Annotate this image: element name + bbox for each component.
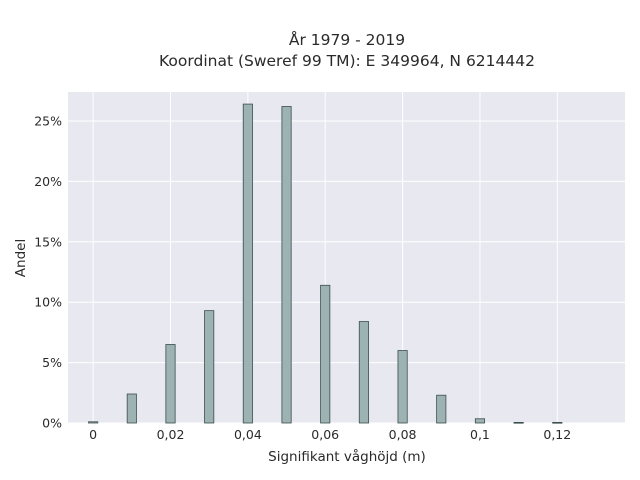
histogram-bar [397, 350, 408, 424]
histogram-bar [436, 394, 447, 424]
x-tick-label: 0,02 [157, 427, 185, 442]
x-ticks: 0 0,02 0,04 0,06 0,08 0,1 0,12 [89, 427, 571, 442]
y-tick-label: 10% [34, 295, 62, 310]
y-tick-label: 20% [34, 174, 62, 189]
x-tick-label: 0,04 [234, 427, 262, 442]
x-tick-label: 0,06 [311, 427, 339, 442]
y-tick-label: 25% [34, 113, 62, 128]
histogram-bar [126, 393, 137, 424]
histogram-bar [474, 418, 485, 424]
histogram-bar [320, 284, 331, 424]
chart-title: År 1979 - 2019 [289, 30, 405, 49]
histogram-bar [281, 106, 292, 424]
grid-lines [68, 92, 625, 424]
histogram-bar [165, 344, 176, 424]
y-tick-label: 0% [42, 416, 62, 431]
histogram-bar [242, 103, 253, 424]
x-axis-label: Signifikant våghöjd (m) [268, 448, 426, 465]
x-tick-label: 0,1 [470, 427, 490, 442]
chart-subtitle: Koordinat (Sweref 99 TM): E 349964, N 62… [159, 52, 535, 70]
histogram-bar [552, 421, 563, 424]
histogram-bar [88, 421, 99, 424]
y-axis-label: Andel [13, 239, 29, 277]
histogram-bar [358, 321, 369, 424]
x-tick-label: 0,12 [543, 427, 571, 442]
y-ticks: 0% 5% 10% 15% 20% 25% [34, 113, 62, 430]
y-tick-label: 15% [34, 234, 62, 249]
x-tick-label: 0,08 [389, 427, 417, 442]
bars [88, 103, 563, 424]
histogram-bar [513, 421, 524, 424]
histogram-bar [204, 310, 215, 424]
plot-area [68, 92, 625, 423]
y-tick-label: 5% [42, 355, 62, 370]
x-tick-label: 0 [89, 427, 97, 442]
